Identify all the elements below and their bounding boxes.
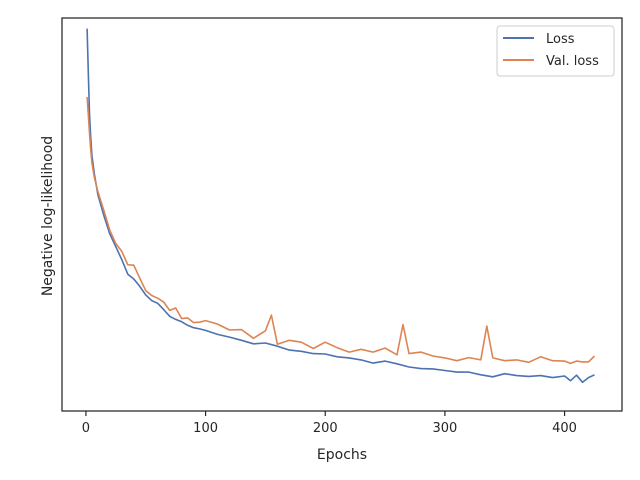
x-tick-label: 300 — [432, 421, 457, 436]
series-line-loss — [86, 28, 595, 384]
x-tick-label: 400 — [552, 421, 577, 436]
x-tick-label: 0 — [82, 421, 90, 436]
y-axis-label: Negative log-likelihood — [40, 136, 56, 296]
legend: Loss Val. loss — [496, 25, 615, 77]
plot-frame — [61, 17, 623, 412]
x-axis-label: Epochs — [317, 447, 367, 463]
x-tick-label: 100 — [193, 421, 218, 436]
legend-label-val-loss: Val. loss — [546, 54, 599, 69]
plot-lines — [86, 28, 596, 384]
series-line-val-loss — [86, 96, 596, 365]
x-tick-label: 200 — [313, 421, 338, 436]
x-ticks: 0 100 200 300 400 — [82, 411, 577, 436]
legend-label-loss: Loss — [546, 32, 575, 47]
